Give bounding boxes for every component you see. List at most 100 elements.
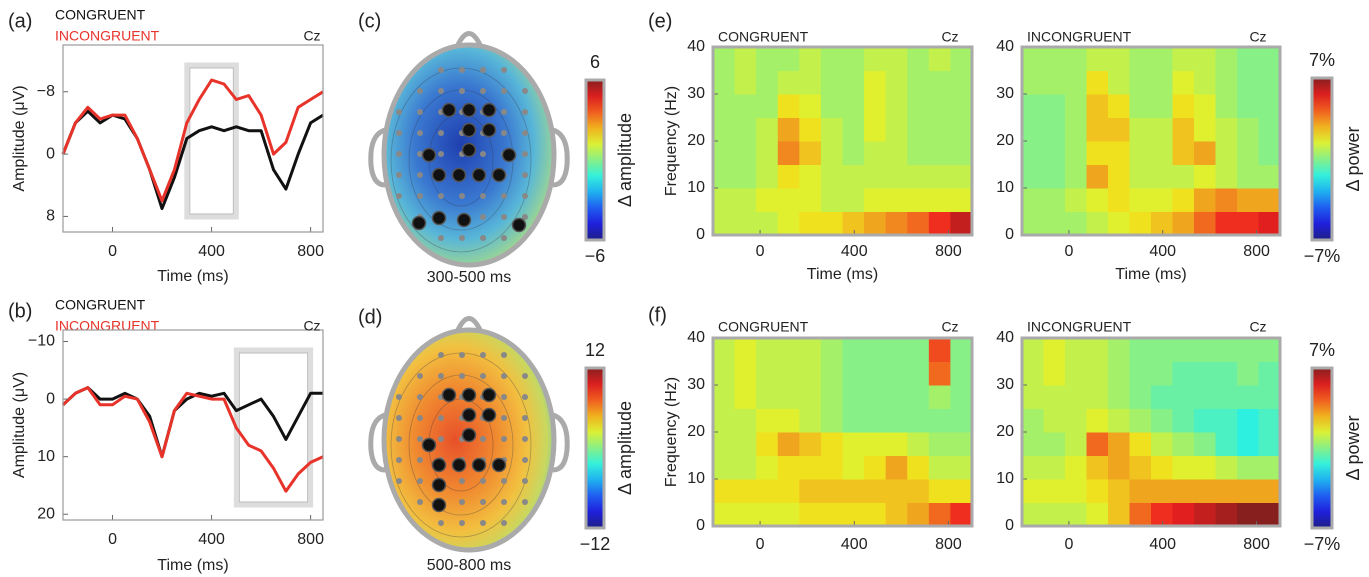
electrode bbox=[417, 457, 423, 463]
heatmap-cell bbox=[713, 164, 736, 189]
heatmap-cell bbox=[1172, 164, 1195, 189]
heatmap-cell bbox=[734, 211, 757, 236]
heatmap-cell bbox=[842, 502, 865, 527]
heatmap-cell bbox=[820, 188, 843, 212]
heatmap-cell bbox=[1086, 211, 1109, 236]
electrode bbox=[522, 394, 528, 400]
heatmap-cell bbox=[928, 432, 951, 456]
colorbar-tick-label: 7% bbox=[1309, 340, 1335, 360]
electrode bbox=[396, 130, 402, 136]
colorbar-label: Δ amplitude bbox=[615, 113, 635, 207]
heatmap-cell bbox=[777, 385, 800, 409]
chart-title: INCONGRUENT bbox=[1027, 29, 1132, 45]
heatmap-cell bbox=[1237, 117, 1259, 142]
heatmap-cell bbox=[820, 141, 843, 165]
heatmap-cell bbox=[1108, 502, 1130, 527]
electrode-significant bbox=[481, 102, 497, 118]
heatmap-cell bbox=[1172, 361, 1195, 386]
colorbar-label: Δ power bbox=[1343, 415, 1363, 480]
electrode bbox=[438, 436, 444, 442]
heatmap-cell bbox=[1129, 94, 1152, 118]
heatmap-cell bbox=[1086, 479, 1109, 503]
x-tick-label: 400 bbox=[1149, 536, 1176, 553]
heatmap-cell bbox=[1043, 502, 1066, 527]
heatmap-cell bbox=[756, 117, 779, 142]
heatmap-cell bbox=[1172, 338, 1195, 362]
heatmap-cell bbox=[756, 164, 779, 189]
heatmap-cell bbox=[907, 385, 930, 409]
heatmap-cell bbox=[1172, 479, 1195, 503]
x-tick-label: 400 bbox=[198, 243, 225, 260]
heatmap-cell bbox=[1172, 117, 1195, 142]
heatmap-cell bbox=[1258, 117, 1281, 142]
electrode bbox=[417, 109, 423, 115]
heatmap-cell bbox=[777, 408, 800, 433]
electrode bbox=[522, 214, 528, 220]
heatmap-cell bbox=[1215, 70, 1238, 95]
channel-label: Cz bbox=[941, 319, 958, 335]
heatmap-cell bbox=[1129, 338, 1152, 362]
x-tick-label: 800 bbox=[1243, 536, 1270, 553]
heatmap-cell bbox=[950, 211, 973, 236]
heatmap-cell bbox=[756, 385, 779, 409]
heatmap-cell bbox=[1258, 361, 1281, 386]
electrode bbox=[522, 109, 528, 115]
legend-entry: CONGRUENT bbox=[55, 7, 146, 23]
heatmap-cell bbox=[1237, 141, 1259, 165]
channel-label: Cz bbox=[303, 318, 320, 334]
electrode bbox=[396, 478, 402, 484]
heatmap-cell bbox=[1108, 385, 1130, 409]
heatmap-cell bbox=[950, 188, 973, 212]
heatmap-cell bbox=[713, 455, 736, 480]
heatmap-cell bbox=[1194, 361, 1216, 386]
plot-frame bbox=[1020, 336, 1282, 528]
electrode bbox=[459, 67, 465, 73]
heatmap-cell bbox=[734, 70, 757, 95]
heatmap-cell bbox=[1043, 455, 1066, 480]
electrode bbox=[522, 373, 528, 379]
heatmap-cell bbox=[864, 141, 887, 165]
heatmap-cell bbox=[777, 70, 800, 95]
heatmap-cell bbox=[1129, 479, 1152, 503]
heatmap-cell bbox=[928, 117, 951, 142]
heatmap-cell bbox=[1129, 117, 1152, 142]
colorbar bbox=[584, 78, 606, 242]
heatmap-cell bbox=[1022, 141, 1044, 165]
electrode bbox=[522, 151, 528, 157]
electrode bbox=[417, 373, 423, 379]
heatmap-cell bbox=[1258, 141, 1281, 165]
heatmap-cell bbox=[1172, 432, 1195, 456]
heatmap-cell bbox=[1108, 94, 1130, 118]
legend-entry: INCONGRUENT bbox=[55, 318, 160, 334]
heatmap-cell bbox=[777, 47, 800, 71]
x-tick-label: 0 bbox=[756, 536, 765, 553]
heatmap-cell bbox=[734, 338, 757, 362]
heatmap-cell bbox=[777, 479, 800, 503]
electrode bbox=[438, 352, 444, 358]
plot-frame bbox=[711, 45, 974, 237]
heatmap-cell bbox=[713, 117, 736, 142]
heatmap-cell bbox=[1215, 432, 1238, 456]
heatmap-cell bbox=[842, 455, 865, 480]
electrode bbox=[480, 352, 486, 358]
heatmap-cell bbox=[864, 117, 887, 142]
heatmap-cell bbox=[1065, 408, 1087, 433]
heatmap-cell bbox=[1194, 94, 1216, 118]
x-tick-label: 400 bbox=[1149, 243, 1176, 260]
heatmap-cell bbox=[1215, 385, 1238, 409]
heatmap-cell bbox=[756, 188, 779, 212]
heatmap-cell bbox=[1151, 502, 1173, 527]
heatmap-cell bbox=[1151, 361, 1173, 386]
heatmap-cell bbox=[885, 408, 908, 433]
heatmap-cell bbox=[1022, 47, 1044, 71]
heatmap-cell bbox=[756, 141, 779, 165]
series-line bbox=[61, 386, 323, 459]
heatmap-cell bbox=[1065, 502, 1087, 527]
heatmap-cell bbox=[756, 502, 779, 527]
heatmap-cell bbox=[950, 408, 973, 433]
channel-label: Cz bbox=[941, 29, 958, 45]
heatmap-cell bbox=[1043, 94, 1066, 118]
heatmap-cell bbox=[1258, 502, 1281, 527]
panel-label: (d) bbox=[358, 306, 382, 328]
heatmap-cell bbox=[820, 479, 843, 503]
